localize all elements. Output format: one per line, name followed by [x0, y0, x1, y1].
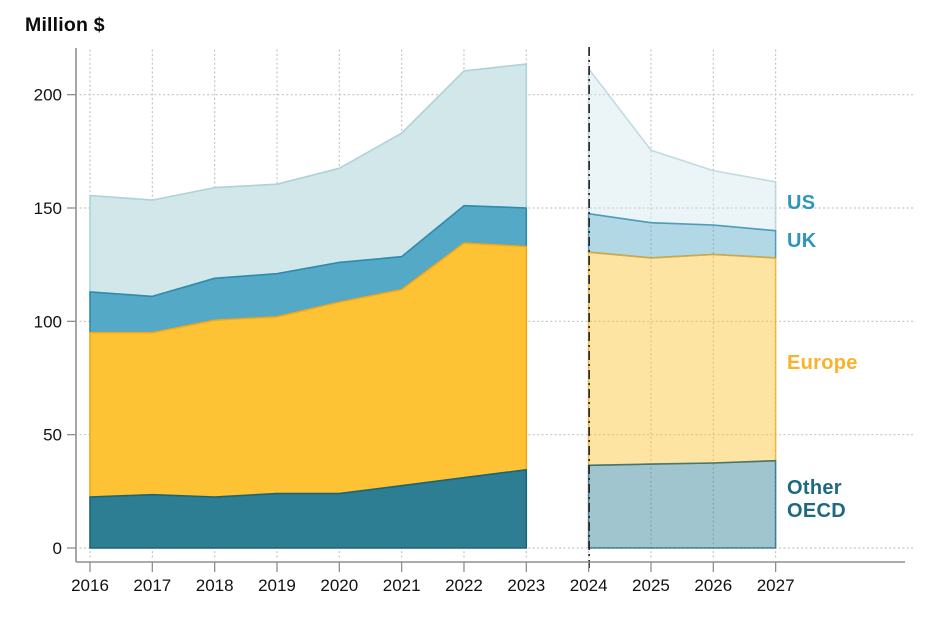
x-tick-label: 2019 [258, 576, 296, 595]
forecast-areas [587, 67, 777, 549]
x-tick-label: 2021 [383, 576, 421, 595]
x-tick-label: 2027 [757, 576, 795, 595]
y-tick-label: 0 [53, 539, 62, 558]
x-tick-label: 2016 [71, 576, 109, 595]
area-other_oecd-historical [89, 469, 528, 549]
y-tick-label: 50 [43, 426, 62, 445]
y-tick-label: 200 [34, 86, 62, 105]
y-tick-label: 150 [34, 199, 62, 218]
axes: 0 50 100 150 200 2016 2017 2018 2019 2020 2021 2022… [34, 48, 905, 595]
historical-areas [89, 63, 528, 549]
series-label-uk: UK [787, 230, 817, 252]
x-tick-label: 2020 [320, 576, 358, 595]
series-label-other-oecd: Other OECD [787, 477, 846, 522]
area-europe-forecast [587, 251, 777, 467]
x-tick-label: 2017 [133, 576, 171, 595]
y-tick-label: 100 [34, 312, 62, 331]
x-tick-label: 2018 [196, 576, 234, 595]
x-tick-label: 2026 [694, 576, 732, 595]
x-tick-label: 2023 [507, 576, 545, 595]
x-tick-label: 2025 [632, 576, 670, 595]
series-label-us: US [787, 192, 816, 214]
area-us-forecast [587, 67, 777, 232]
x-tick-label: 2022 [445, 576, 483, 595]
series-label-europe: Europe [787, 352, 858, 374]
area-other_oecd-forecast [587, 459, 777, 549]
chart-title: Million $ [25, 14, 105, 36]
x-tick-label: 2024 [570, 576, 608, 595]
